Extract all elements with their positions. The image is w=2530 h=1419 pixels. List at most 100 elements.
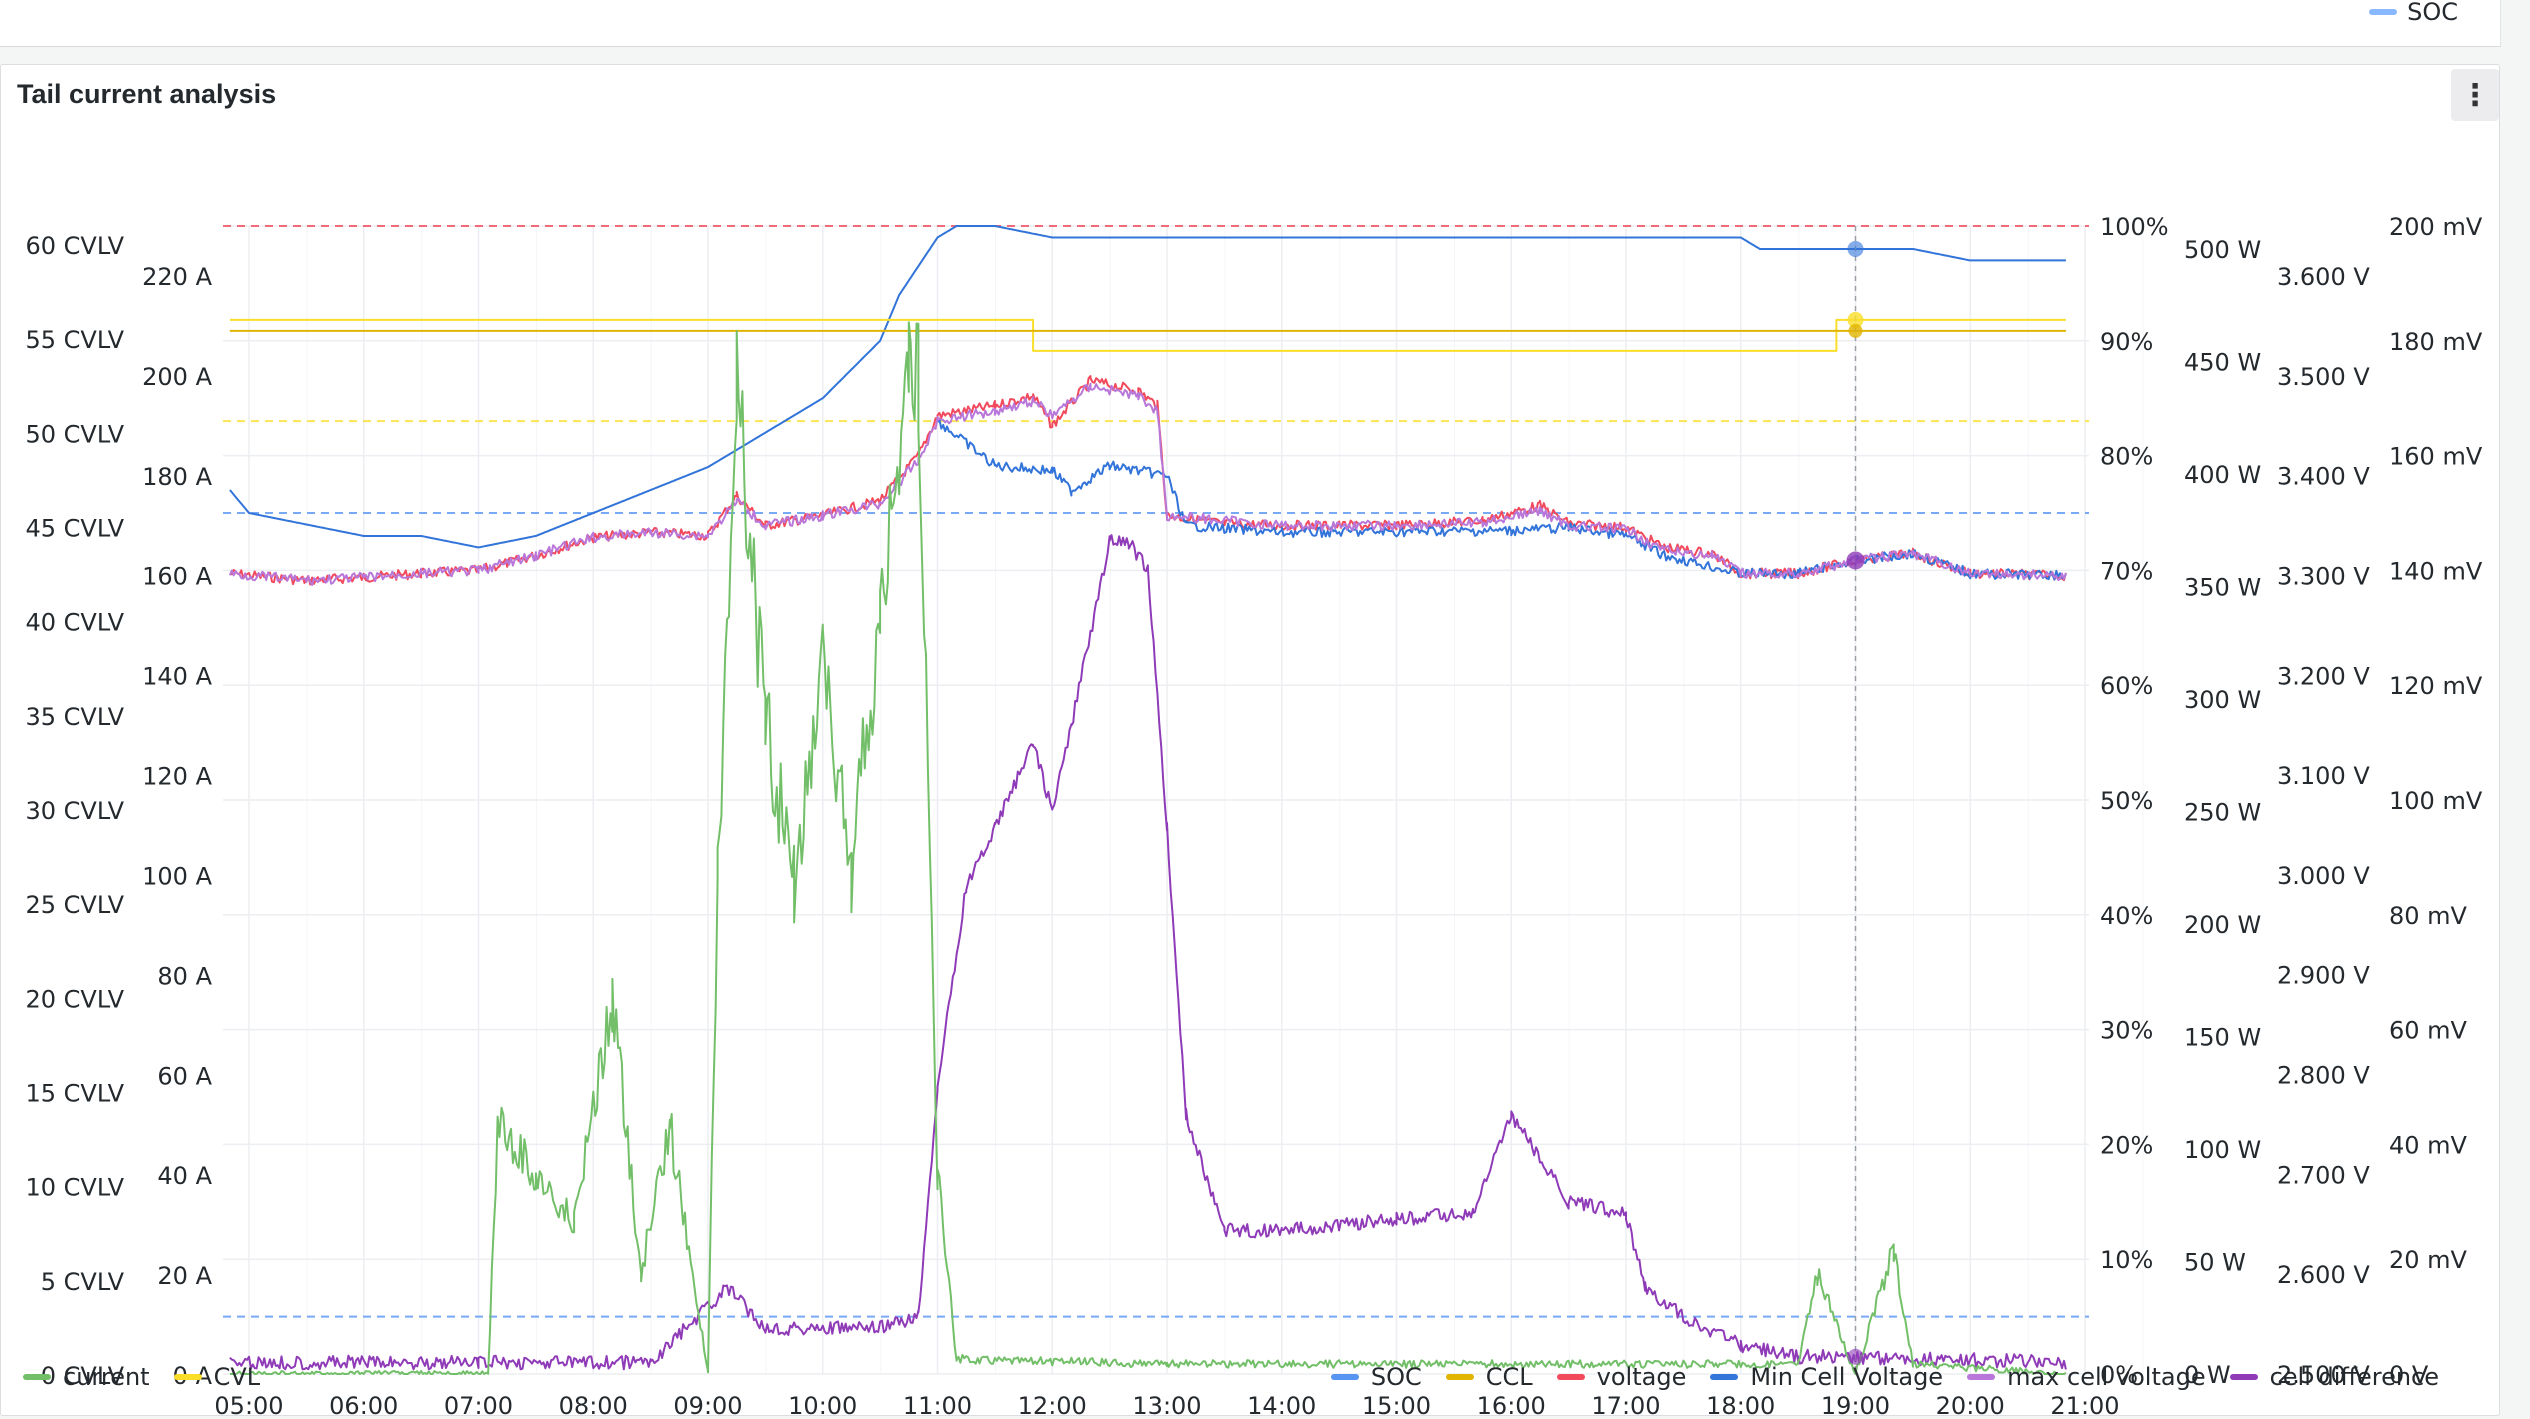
cursor-point-soc [1847,240,1864,257]
y-tick-label-cvlv: 45 CVLV [26,515,125,543]
y-tick-label-millivolts: 200 mV [2389,213,2483,241]
y-tick-label-percent: 0% [2100,1361,2138,1389]
y-tick-label-millivolts: 120 mV [2389,672,2483,700]
legend-swatch [1330,1374,1359,1380]
y-tick-label-volts: 3.500 V [2277,363,2370,391]
series-line-cvl [229,318,2066,352]
y-tick-label-millivolts: 0 V [2389,1361,2429,1389]
tail-current-panel: Tail current analysis ⋮ 05:00 06:00 07:00 0… [0,64,2500,1419]
y-tick-label-watts: 250 W [2184,799,2261,827]
series-line-min-cell-voltage [936,418,2067,581]
legend-swatch [1710,1374,1739,1380]
legend-label: voltage [1596,1363,1687,1391]
series-line-max-cell-voltage [228,382,2067,586]
time-series-chart[interactable]: 05:00 06:00 07:00 08:00 09:00 10:00 11:00 12:00… [1,129,2499,1419]
y-tick-label-percent: 100% [2100,213,2169,241]
y-tick-label-percent: 10% [2100,1246,2153,1274]
x-tick-label: 12:00 [1018,1392,1087,1419]
y-tick-label-watts: 200 W [2184,911,2261,939]
legend-label: CCL [1485,1363,1533,1391]
panel-title: Tail current analysis [17,79,277,109]
y-tick-label-cvlv: 10 CVLV [26,1174,125,1202]
legend-item-cell-difference[interactable]: cell difference [2229,1363,2439,1391]
legend-swatch [173,1374,202,1380]
x-tick-label: 14:00 [1247,1392,1316,1419]
top-panel: SOC [0,0,2501,47]
legend-item-voltage[interactable]: voltage [1556,1363,1687,1391]
y-tick-label-percent: 50% [2100,787,2153,815]
legend-swatch [2229,1374,2258,1380]
y-tick-label-percent: 90% [2100,328,2153,356]
y-tick-label-watts: 300 W [2184,686,2261,714]
y-tick-label-millivolts: 180 mV [2389,328,2483,356]
panel-menu-button[interactable]: ⋮ [2451,69,2499,121]
y-tick-label-millivolts: 40 mV [2389,1131,2468,1159]
y-tick-label-volts: 2.600 V [2277,1261,2370,1289]
legend-item-max-cell-voltage[interactable]: max cell voltage [1967,1363,2206,1391]
y-tick-label-cvlv: 40 CVLV [26,609,125,637]
y-tick-label-cvlv: 5 CVLV [41,1268,125,1296]
top-legend-swatch [2369,9,2398,15]
y-tick-label-volts: 2.700 V [2277,1161,2370,1189]
y-tick-label-volts: 2.900 V [2277,962,2370,990]
cursor-point-cell-difference [1847,1348,1864,1365]
x-tick-label: 13:00 [1132,1392,1201,1419]
legend-item-cvl[interactable]: CVL [173,1363,261,1391]
y-tick-label-millivolts: 100 mV [2389,787,2483,815]
y-tick-label-volts: 3.300 V [2277,562,2370,590]
legend-label: SOC [1370,1363,1422,1391]
y-tick-label-amps: 200 A [142,363,212,391]
y-tick-label-watts: 500 W [2184,236,2261,264]
x-tick-label: 19:00 [1821,1392,1890,1419]
y-tick-label-cvlv: 60 CVLV [26,232,125,260]
y-tick-label-volts: 3.400 V [2277,463,2370,491]
y-tick-label-percent: 30% [2100,1017,2153,1045]
legend-item-ccl[interactable]: CCL [1445,1363,1533,1391]
x-tick-label: 15:00 [1362,1392,1431,1419]
cursor-point-cvl [1847,311,1864,328]
x-tick-label: 20:00 [1936,1392,2005,1419]
series-line-soc [229,225,2066,549]
cursor-point-ccl [1848,323,1863,338]
x-tick-label: 18:00 [1706,1392,1775,1419]
y-tick-label-millivolts: 140 mV [2389,557,2483,585]
y-tick-label-percent: 80% [2100,443,2153,471]
threshold-lines [223,225,2089,1318]
y-tick-label-amps: 180 A [142,463,212,491]
legend-right: SOC CCL voltage Min Cell Voltage max cell vo… [1330,1363,2439,1391]
y-tick-label-cvlv: 50 CVLV [26,420,125,448]
y-tick-label-millivolts: 20 mV [2389,1246,2468,1274]
chart-series [228,225,2067,1375]
legend-label: current [63,1363,150,1391]
y-tick-label-amps: 40 A [157,1162,212,1190]
legend-item-soc[interactable]: SOC [1330,1363,1422,1391]
y-tick-label-volts: 3.600 V [2277,263,2370,291]
y-tick-label-millivolts: 80 mV [2389,902,2468,930]
legend-item-current[interactable]: current [23,1363,150,1391]
top-legend-item-soc[interactable]: SOC [2369,0,2458,26]
y-tick-label-amps: 80 A [157,962,212,990]
series-line-current [229,321,2067,1375]
x-tick-label: 08:00 [559,1392,628,1419]
series-line-cell-difference [229,534,2067,1371]
y-tick-label-watts: 400 W [2184,461,2261,489]
x-tick-label: 06:00 [329,1392,398,1419]
chart-axes: 05:00 06:00 07:00 08:00 09:00 10:00 11:00 12:00… [26,213,2483,1419]
hover-cursor [1846,226,1865,1374]
y-tick-label-volts: 3.000 V [2277,862,2370,890]
x-tick-label: 11:00 [903,1392,972,1419]
legend-label: CVL [213,1363,261,1391]
legend-item-min-cell-voltage[interactable]: Min Cell Voltage [1710,1363,1943,1391]
y-tick-label-watts: 0 W [2184,1361,2231,1389]
y-tick-label-cvlv: 15 CVLV [26,1080,125,1108]
x-tick-label: 21:00 [2050,1392,2119,1419]
y-tick-label-cvlv: 20 CVLV [26,985,125,1013]
y-tick-label-amps: 100 A [142,862,212,890]
y-tick-label-cvlv: 25 CVLV [26,891,125,919]
y-tick-label-volts: 3.100 V [2277,762,2370,790]
legend-left: current CVL [23,1363,260,1391]
y-tick-label-watts: 100 W [2184,1136,2261,1164]
y-tick-label-amps: 160 A [142,563,212,591]
y-tick-label-watts: 350 W [2184,574,2261,602]
y-tick-label-watts: 50 W [2184,1249,2246,1277]
